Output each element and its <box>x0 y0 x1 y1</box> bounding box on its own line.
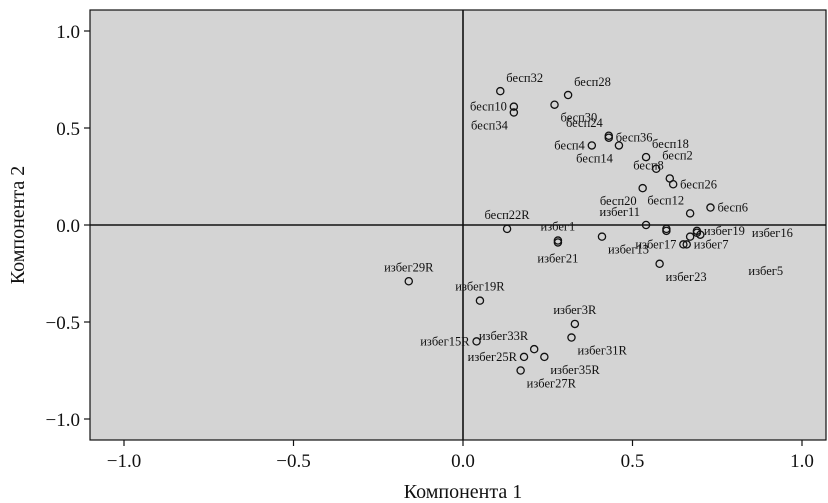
point-избег29r <box>404 277 414 286</box>
point-label: избег35R <box>550 363 600 377</box>
y-tick-label: −0.5 <box>46 313 80 334</box>
x-tick-label: 0.5 <box>621 451 645 472</box>
y-tick-label: 0.0 <box>56 216 80 237</box>
point-label: бесп2 <box>662 149 693 163</box>
point-бесп14 <box>614 141 624 150</box>
point-label: избег3R <box>553 303 597 317</box>
point-label: избег27R <box>527 377 577 391</box>
point-label: бесп32 <box>506 71 543 85</box>
point-label: бесп20 <box>600 194 637 208</box>
point-избег7 <box>682 240 691 249</box>
point-label: бесп36 <box>616 131 653 145</box>
axis-ticks: −1.0 −0.5 0.0 0.5 1.0 −1.0 −0.5 0.0 0.5 1.0 <box>46 22 814 472</box>
y-tick-label: 1.0 <box>56 22 80 43</box>
point-label: бесп26 <box>680 177 717 191</box>
point-бесп6 <box>706 203 715 212</box>
point-label: избег11 <box>600 205 641 219</box>
data-points: бесп32 бесп28 бесп10 бесп30 бесп34 бесп24 бесп… <box>384 71 793 390</box>
point-label: избег5 <box>748 264 783 278</box>
point-label: бесп24 <box>566 116 604 130</box>
point-label: избег31R <box>577 344 627 358</box>
point-избег3r <box>570 319 580 329</box>
point-label: бесп10 <box>470 100 507 114</box>
point-бесп12 <box>685 209 695 218</box>
point-бесп34 <box>509 108 519 117</box>
point-избег27r <box>516 366 525 375</box>
x-tick-label: −0.5 <box>276 451 310 472</box>
point-избег21 <box>553 238 563 247</box>
point-label: бесп18 <box>652 137 689 151</box>
y-tick-label: 0.5 <box>56 119 80 140</box>
point-избег17 <box>679 240 688 249</box>
point-label: избег25R <box>468 350 518 364</box>
point-избег19r <box>475 296 485 305</box>
point-label: избег33R <box>479 329 529 343</box>
point-бесп4 <box>587 141 597 150</box>
x-tick-label: −1.0 <box>107 451 141 472</box>
point-бесп36 <box>604 133 614 142</box>
point-label: бесп22R <box>484 208 530 222</box>
x-tick-label: 1.0 <box>790 451 814 472</box>
x-tick-label: 0.0 <box>451 451 475 472</box>
point-избег15r <box>472 337 481 346</box>
point-label: бесп4 <box>554 138 585 152</box>
point-бесп26 <box>668 180 678 189</box>
x-axis-label: Компонента 1 <box>404 481 522 503</box>
point-unlabeled <box>685 232 695 241</box>
point-избег25r <box>519 352 529 362</box>
point-label: избег29R <box>384 260 434 274</box>
point-бесп10 <box>509 102 519 111</box>
point-label: избег15R <box>420 334 470 348</box>
point-label: бесп6 <box>717 201 748 215</box>
point-бесп30 <box>550 100 559 109</box>
point-label: бесп12 <box>647 193 684 207</box>
point-label: избег13 <box>608 243 649 257</box>
point-избег35r <box>540 352 549 362</box>
point-избег31r <box>567 333 576 342</box>
point-label: бесп34 <box>471 118 509 132</box>
point-label: бесп30 <box>561 111 598 125</box>
point-label: избег23 <box>666 270 707 284</box>
point-избег13 <box>597 232 607 241</box>
point-label: бесп8 <box>633 158 664 172</box>
point-избег33r <box>529 344 539 354</box>
point-бесп18 <box>641 152 651 162</box>
reference-lines <box>90 10 826 440</box>
point-unlabeled <box>696 230 705 239</box>
point-label: избег1 <box>541 220 576 234</box>
point-label: бесп14 <box>576 151 614 165</box>
y-axis-label: Компонента 2 <box>7 166 29 284</box>
point-label: бесп28 <box>574 75 611 89</box>
point-label: избег21 <box>537 251 578 265</box>
point-бесп2 <box>651 164 661 173</box>
point-label: избег17 <box>635 237 676 251</box>
y-tick-label: −1.0 <box>46 410 80 431</box>
point-unlabeled <box>662 224 671 234</box>
point-бесп20 <box>638 183 647 193</box>
point-избег11 <box>641 220 651 230</box>
point-label: избег19 <box>704 224 745 238</box>
point-бесп32 <box>496 86 505 96</box>
point-label: избег16 <box>752 226 793 240</box>
point-избег23 <box>655 259 664 269</box>
point-бесп28 <box>563 90 573 100</box>
point-label: избег7 <box>694 237 729 251</box>
point-label: избег19R <box>455 280 505 294</box>
point-бесп22r <box>502 224 512 234</box>
